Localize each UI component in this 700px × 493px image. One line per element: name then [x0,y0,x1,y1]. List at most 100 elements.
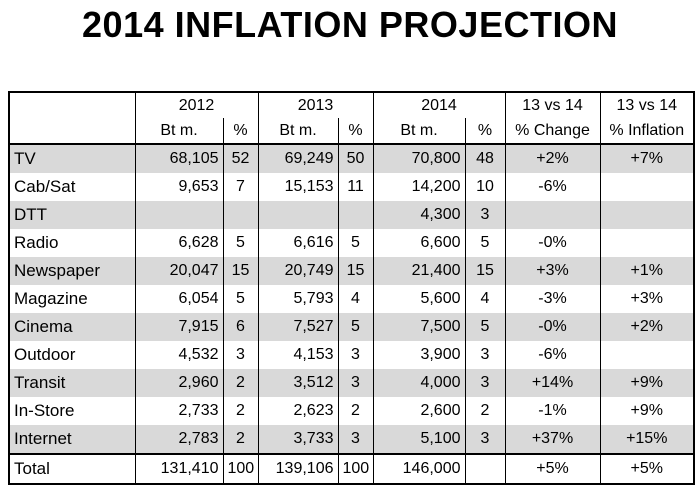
cell-inflation: +9% [600,369,694,397]
cell-pct-2012 [223,201,259,229]
cell-value-2012: 4,532 [135,341,224,369]
header-pct-2013: % [338,118,374,144]
cell-value-2013: 20,749 [258,257,339,285]
cell-value-2012: 20,047 [135,257,224,285]
cell-pct-2014: 3 [465,341,506,369]
cell-pct-2013: 11 [338,173,374,201]
cell-pct-2013: 3 [338,369,374,397]
cell-pct-2013: 4 [338,285,374,313]
total-cell-pct-2014 [465,454,506,484]
header-btm-2013: Bt m. [258,118,339,144]
cell-pct-2014: 3 [465,201,506,229]
cell-media: Internet [9,425,136,454]
header-empty-cell [9,118,136,144]
cell-value-2013: 7,527 [258,313,339,341]
cell-inflation [600,341,694,369]
cell-pct-2013: 5 [338,313,374,341]
cell-pct-2014: 48 [465,144,506,173]
cell-media: Outdoor [9,341,136,369]
cell-pct-2014: 4 [465,285,506,313]
table-row: Magazine 6,054 5 5,793 4 5,600 4 -3% +3% [9,285,694,313]
cell-inflation: +7% [600,144,694,173]
cell-value-2014: 6,600 [373,229,466,257]
cell-value-2012: 6,054 [135,285,224,313]
cell-change: -6% [505,173,601,201]
cell-pct-2013: 3 [338,425,374,454]
header-empty-cell [9,92,136,118]
cell-value-2012 [135,201,224,229]
total-row: Total 131,410 100 139,106 100 146,000 +5% +5% [9,454,694,484]
table-row: Internet 2,783 2 3,733 3 5,100 3 +37% +15% [9,425,694,454]
cell-value-2014: 5,600 [373,285,466,313]
cell-pct-2013: 50 [338,144,374,173]
cell-value-2012: 68,105 [135,144,224,173]
cell-value-2012: 9,653 [135,173,224,201]
cell-pct-2012: 52 [223,144,259,173]
cell-value-2013: 15,153 [258,173,339,201]
total-cell-pct-2012: 100 [223,454,259,484]
cell-media: DTT [9,201,136,229]
total-cell-inflation: +5% [630,460,663,477]
cell-value-2013: 2,623 [258,397,339,425]
total-cell-value-2012: 131,410 [135,454,224,484]
table-row: DTT 4,300 3 [9,201,694,229]
cell-value-2012: 2,960 [135,369,224,397]
header-row-years: 2012 2013 2014 13 vs 14 13 vs 14 [9,92,694,118]
cell-change: -6% [505,341,601,369]
cell-inflation [600,229,694,257]
cell-value-2014: 2,600 [373,397,466,425]
table-row: In-Store 2,733 2 2,623 2 2,600 2 -1% +9% [9,397,694,425]
cell-value-2013: 5,793 [258,285,339,313]
cell-media: Cab/Sat [9,173,136,201]
header-inflation-top: 13 vs 14 [616,96,677,114]
cell-value-2014: 14,200 [373,173,466,201]
cell-value-2014: 70,800 [373,144,466,173]
cell-pct-2014: 5 [465,313,506,341]
cell-pct-2012: 5 [223,229,259,257]
cell-change: -3% [505,285,601,313]
cell-inflation: +15% [600,425,694,454]
cell-change: -1% [505,397,601,425]
cell-pct-2012: 7 [223,173,259,201]
cell-pct-2014: 2 [465,397,506,425]
cell-value-2013: 6,616 [258,229,339,257]
cell-media: TV [9,144,136,173]
cell-media: In-Store [9,397,136,425]
total-cell-value-2014: 146,000 [373,454,466,484]
header-pct-2012: % [223,118,259,144]
header-inflation-sub: % Inflation [609,121,685,139]
cell-inflation: +9% [630,402,663,419]
cell-value-2013: 3,512 [258,369,339,397]
cell-pct-2012: 2 [223,425,259,454]
cell-media: Transit [9,369,136,397]
cell-value-2014: 21,400 [373,257,466,285]
cell-value-2012: 2,733 [135,397,224,425]
header-btm-2012: Bt m. [135,118,224,144]
header-change-top: 13 vs 14 [505,92,601,118]
cell-change: -0% [505,229,601,257]
table-row: Cinema 7,915 6 7,527 5 7,500 5 -0% +2% [9,313,694,341]
total-cell-pct-2013: 100 [338,454,374,484]
cell-value-2013: 69,249 [258,144,339,173]
cell-pct-2014: 3 [465,425,506,454]
cell-value-2013: 4,153 [258,341,339,369]
cell-media: Radio [9,229,136,257]
header-pct-2014: % [465,118,506,144]
cell-pct-2014: 15 [465,257,506,285]
table-row: Outdoor 4,532 3 4,153 3 3,900 3 -6% [9,341,694,369]
cell-media: Magazine [9,285,136,313]
header-year-2013: 2013 [258,92,374,118]
cell-pct-2012: 2 [223,369,259,397]
cell-pct-2012: 3 [223,341,259,369]
cell-inflation: +2% [600,313,694,341]
cell-value-2012: 7,915 [135,313,224,341]
header-year-2012: 2012 [135,92,259,118]
table-row: Radio 6,628 5 6,616 5 6,600 5 -0% [9,229,694,257]
cell-pct-2013: 3 [338,341,374,369]
cell-media: Newspaper [9,257,136,285]
table-row: TV 68,105 52 69,249 50 70,800 48 +2% +7% [9,144,694,173]
cell-change: +14% [505,369,601,397]
cell-pct-2013 [338,201,374,229]
cell-pct-2012: 2 [223,397,259,425]
total-cell-change: +5% [505,454,601,484]
